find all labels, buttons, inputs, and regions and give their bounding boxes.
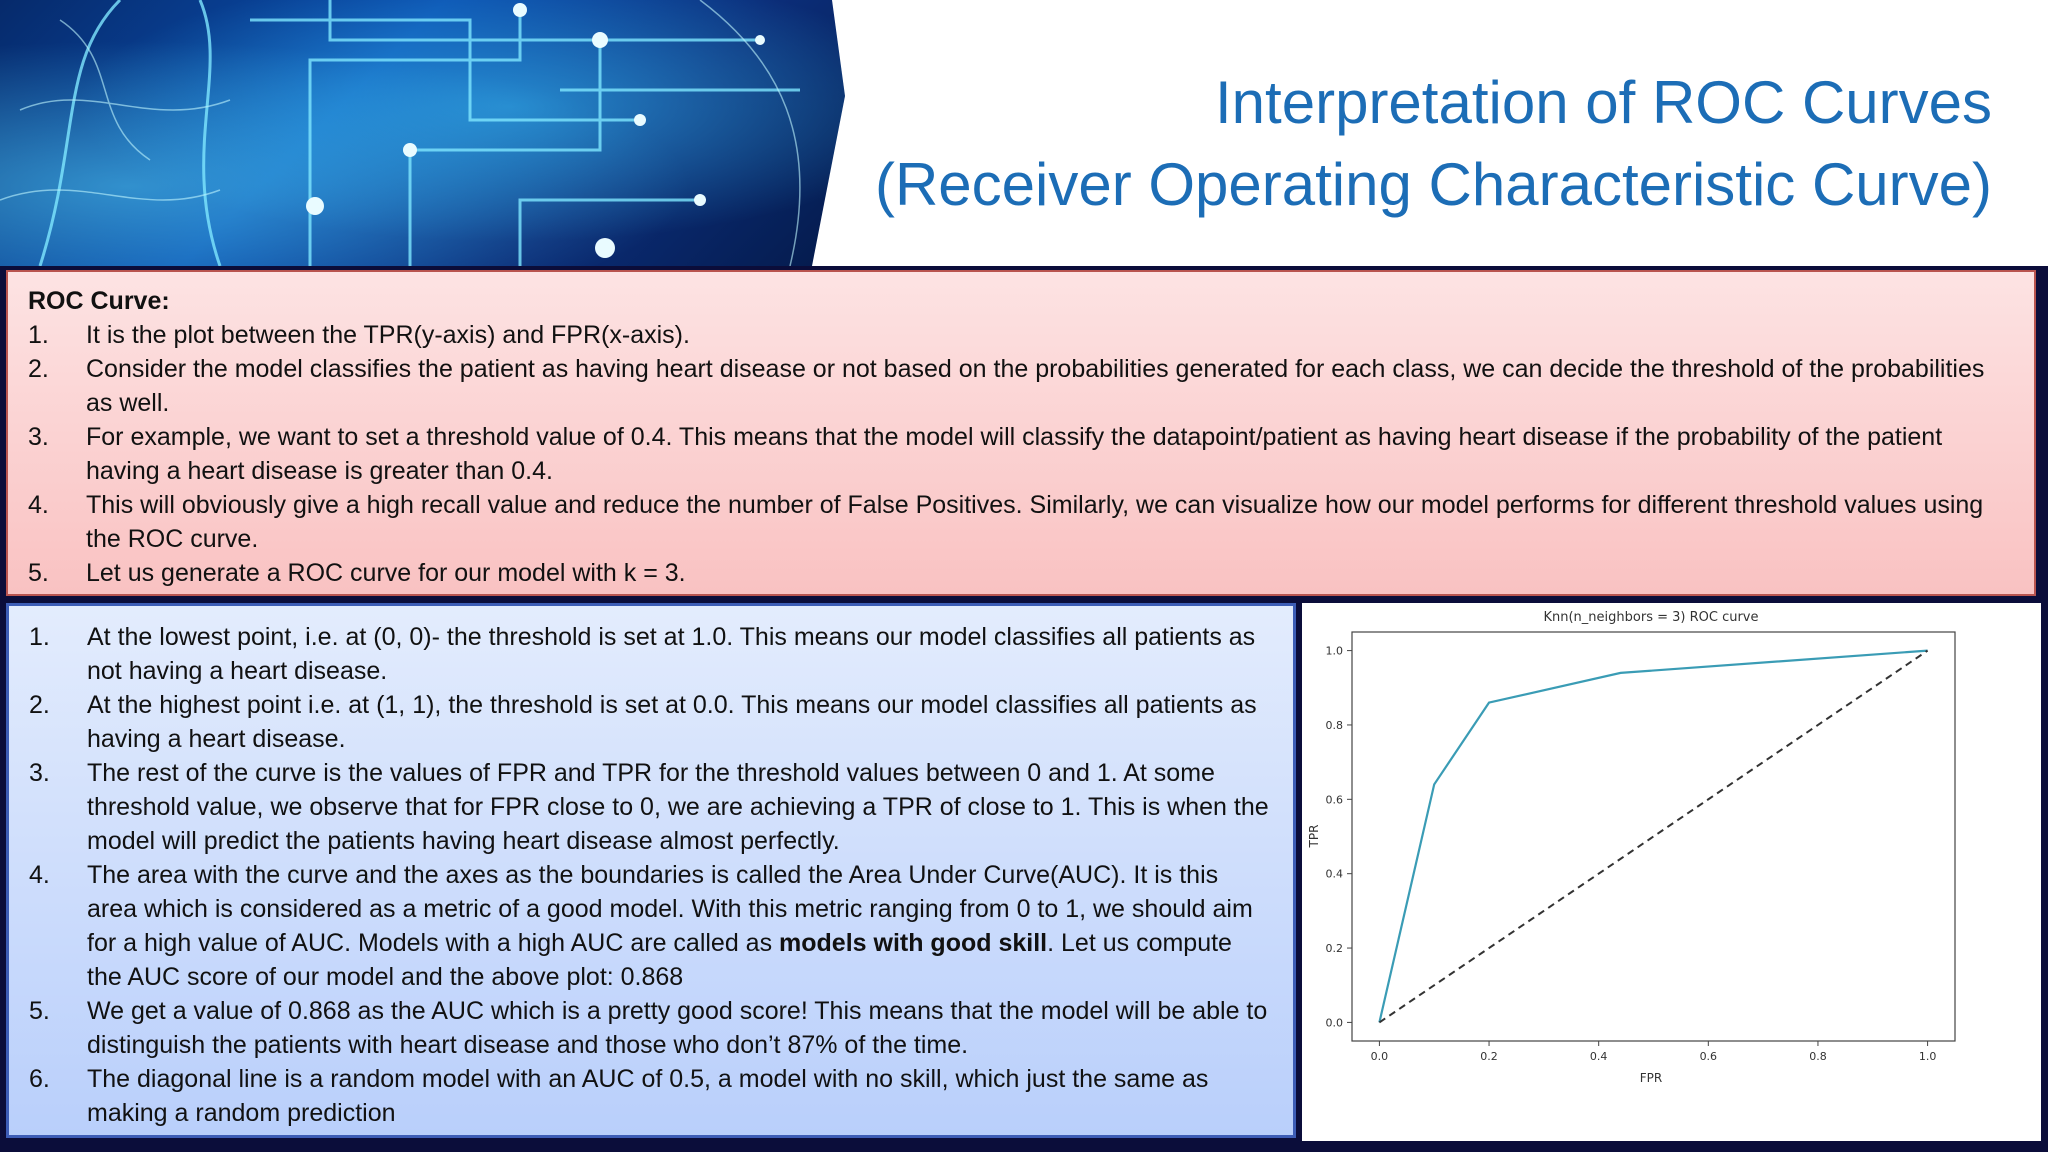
- item-number: 4.: [29, 861, 50, 889]
- x-axis-ticks: 0.0 0.2 0.4 0.6 0.8 1.0: [1371, 1041, 1937, 1063]
- list-item: 2. At the highest point i.e. at (1, 1), t…: [29, 688, 1273, 756]
- list-item: 1. It is the plot between the TPR(y-axis)…: [28, 318, 2014, 352]
- item-text: We get a value of 0.868 as the AUC which…: [87, 997, 1268, 1059]
- chart-title: Knn(n_neighbors = 3) ROC curve: [1543, 610, 1758, 625]
- item-text-before: The area with the curve and the axes as …: [87, 861, 1253, 957]
- list-item: 1. At the lowest point, i.e. at (0, 0)- t…: [29, 620, 1273, 688]
- x-tick-label: 0.0: [1371, 1050, 1389, 1063]
- title-line-1: Interpretation of ROC Curves: [1215, 69, 1992, 136]
- y-axis-label: TPR: [1307, 825, 1321, 849]
- list-item: 4. This will obviously give a high recall…: [28, 488, 2014, 556]
- x-tick-label: 0.4: [1590, 1050, 1608, 1063]
- roc-curve-line: [1378, 649, 1928, 1023]
- item-bold-text: models with good skill: [779, 929, 1048, 957]
- y-tick-label: 0.4: [1326, 868, 1344, 881]
- y-tick-label: 0.6: [1326, 793, 1344, 806]
- item-number: 5.: [28, 559, 49, 587]
- item-text: At the lowest point, i.e. at (0, 0)- the…: [87, 623, 1256, 685]
- roc-definition-panel: ROC Curve: 1. It is the plot between the …: [6, 270, 2036, 596]
- plot-area-frame: [1351, 631, 1956, 1042]
- list-item: 6. The diagonal line is a random model wi…: [29, 1062, 1273, 1130]
- list-item: 3. The rest of the curve is the values of…: [29, 756, 1273, 858]
- title-line-2: (Receiver Operating Characteristic Curve…: [874, 151, 1992, 218]
- item-text: This will obviously give a high recall v…: [86, 491, 1984, 553]
- x-tick-label: 0.2: [1480, 1050, 1498, 1063]
- item-text: The diagonal line is a random model with…: [87, 1065, 1209, 1127]
- item-number: 3.: [29, 759, 50, 787]
- x-tick-label: 0.8: [1809, 1050, 1827, 1063]
- item-text: The rest of the curve is the values of F…: [87, 759, 1269, 855]
- item-text: For example, we want to set a threshold …: [86, 423, 1943, 485]
- list-item: 5. We get a value of 0.868 as the AUC whi…: [29, 994, 1273, 1062]
- item-number: 1.: [29, 623, 50, 651]
- header-banner: Interpretation of ROC Curves (Receiver O…: [0, 0, 2048, 266]
- y-axis-ticks: 0.0 0.2 0.4 0.6 0.8 1.0: [1326, 645, 1352, 1029]
- list-item: 5. Let us generate a ROC curve for our mo…: [28, 556, 2014, 590]
- item-text: Consider the model classifies the patien…: [86, 355, 1985, 417]
- y-tick-label: 0.0: [1326, 1016, 1344, 1029]
- y-tick-label: 0.8: [1326, 719, 1344, 732]
- random-classifier-diagonal-line: [1378, 649, 1929, 1024]
- item-number: 5.: [29, 997, 50, 1025]
- roc-definition-list: 1. It is the plot between the TPR(y-axis)…: [28, 318, 2014, 590]
- item-number: 6.: [29, 1065, 50, 1093]
- roc-interpretation-list: 1. At the lowest point, i.e. at (0, 0)- t…: [29, 620, 1273, 1130]
- x-tick-label: 0.6: [1700, 1050, 1718, 1063]
- circuit-brain-image: [0, 0, 845, 266]
- item-number: 1.: [28, 321, 49, 349]
- item-text: It is the plot between the TPR(y-axis) a…: [86, 321, 690, 349]
- item-text-after: . Let us compute the AUC score of our mo…: [87, 929, 1232, 991]
- y-tick-label: 0.2: [1326, 942, 1344, 955]
- roc-heading: ROC Curve:: [28, 287, 170, 315]
- roc-chart-svg: Knn(n_neighbors = 3) ROC curve 0.0 0.2 0.4…: [1307, 610, 1956, 1085]
- item-text: At the highest point i.e. at (1, 1), the…: [87, 691, 1257, 753]
- list-item: 4. The area with the curve and the axes a…: [29, 858, 1273, 994]
- slide-title: Interpretation of ROC Curves (Receiver O…: [792, 62, 1992, 226]
- list-item: 2. Consider the model classifies the pati…: [28, 352, 2014, 420]
- circuit-lines-graphic: [0, 0, 801, 266]
- item-number: 4.: [28, 491, 49, 519]
- item-number: 2.: [28, 355, 49, 383]
- x-tick-label: 1.0: [1919, 1050, 1937, 1063]
- roc-chart: Knn(n_neighbors = 3) ROC curve 0.0 0.2 0.4…: [1302, 603, 2041, 1141]
- item-number: 2.: [29, 691, 50, 719]
- series-layer: [1378, 649, 1929, 1024]
- x-axis-label: FPR: [1640, 1071, 1662, 1085]
- list-item: 3. For example, we want to set a threshol…: [28, 420, 2014, 488]
- item-text: Let us generate a ROC curve for our mode…: [86, 559, 686, 587]
- item-number: 3.: [28, 423, 49, 451]
- y-tick-label: 1.0: [1326, 645, 1344, 658]
- roc-interpretation-panel: 1. At the lowest point, i.e. at (0, 0)- t…: [6, 603, 1296, 1138]
